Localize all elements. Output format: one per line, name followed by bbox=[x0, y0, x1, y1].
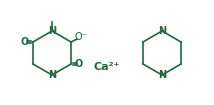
Text: O: O bbox=[75, 59, 83, 69]
Text: N: N bbox=[158, 70, 166, 80]
Text: N: N bbox=[48, 26, 56, 36]
Text: N: N bbox=[158, 26, 166, 36]
Text: Ca²⁺: Ca²⁺ bbox=[94, 62, 120, 72]
Text: N: N bbox=[48, 70, 56, 80]
Text: O⁻: O⁻ bbox=[75, 32, 88, 42]
Text: O: O bbox=[21, 37, 29, 47]
